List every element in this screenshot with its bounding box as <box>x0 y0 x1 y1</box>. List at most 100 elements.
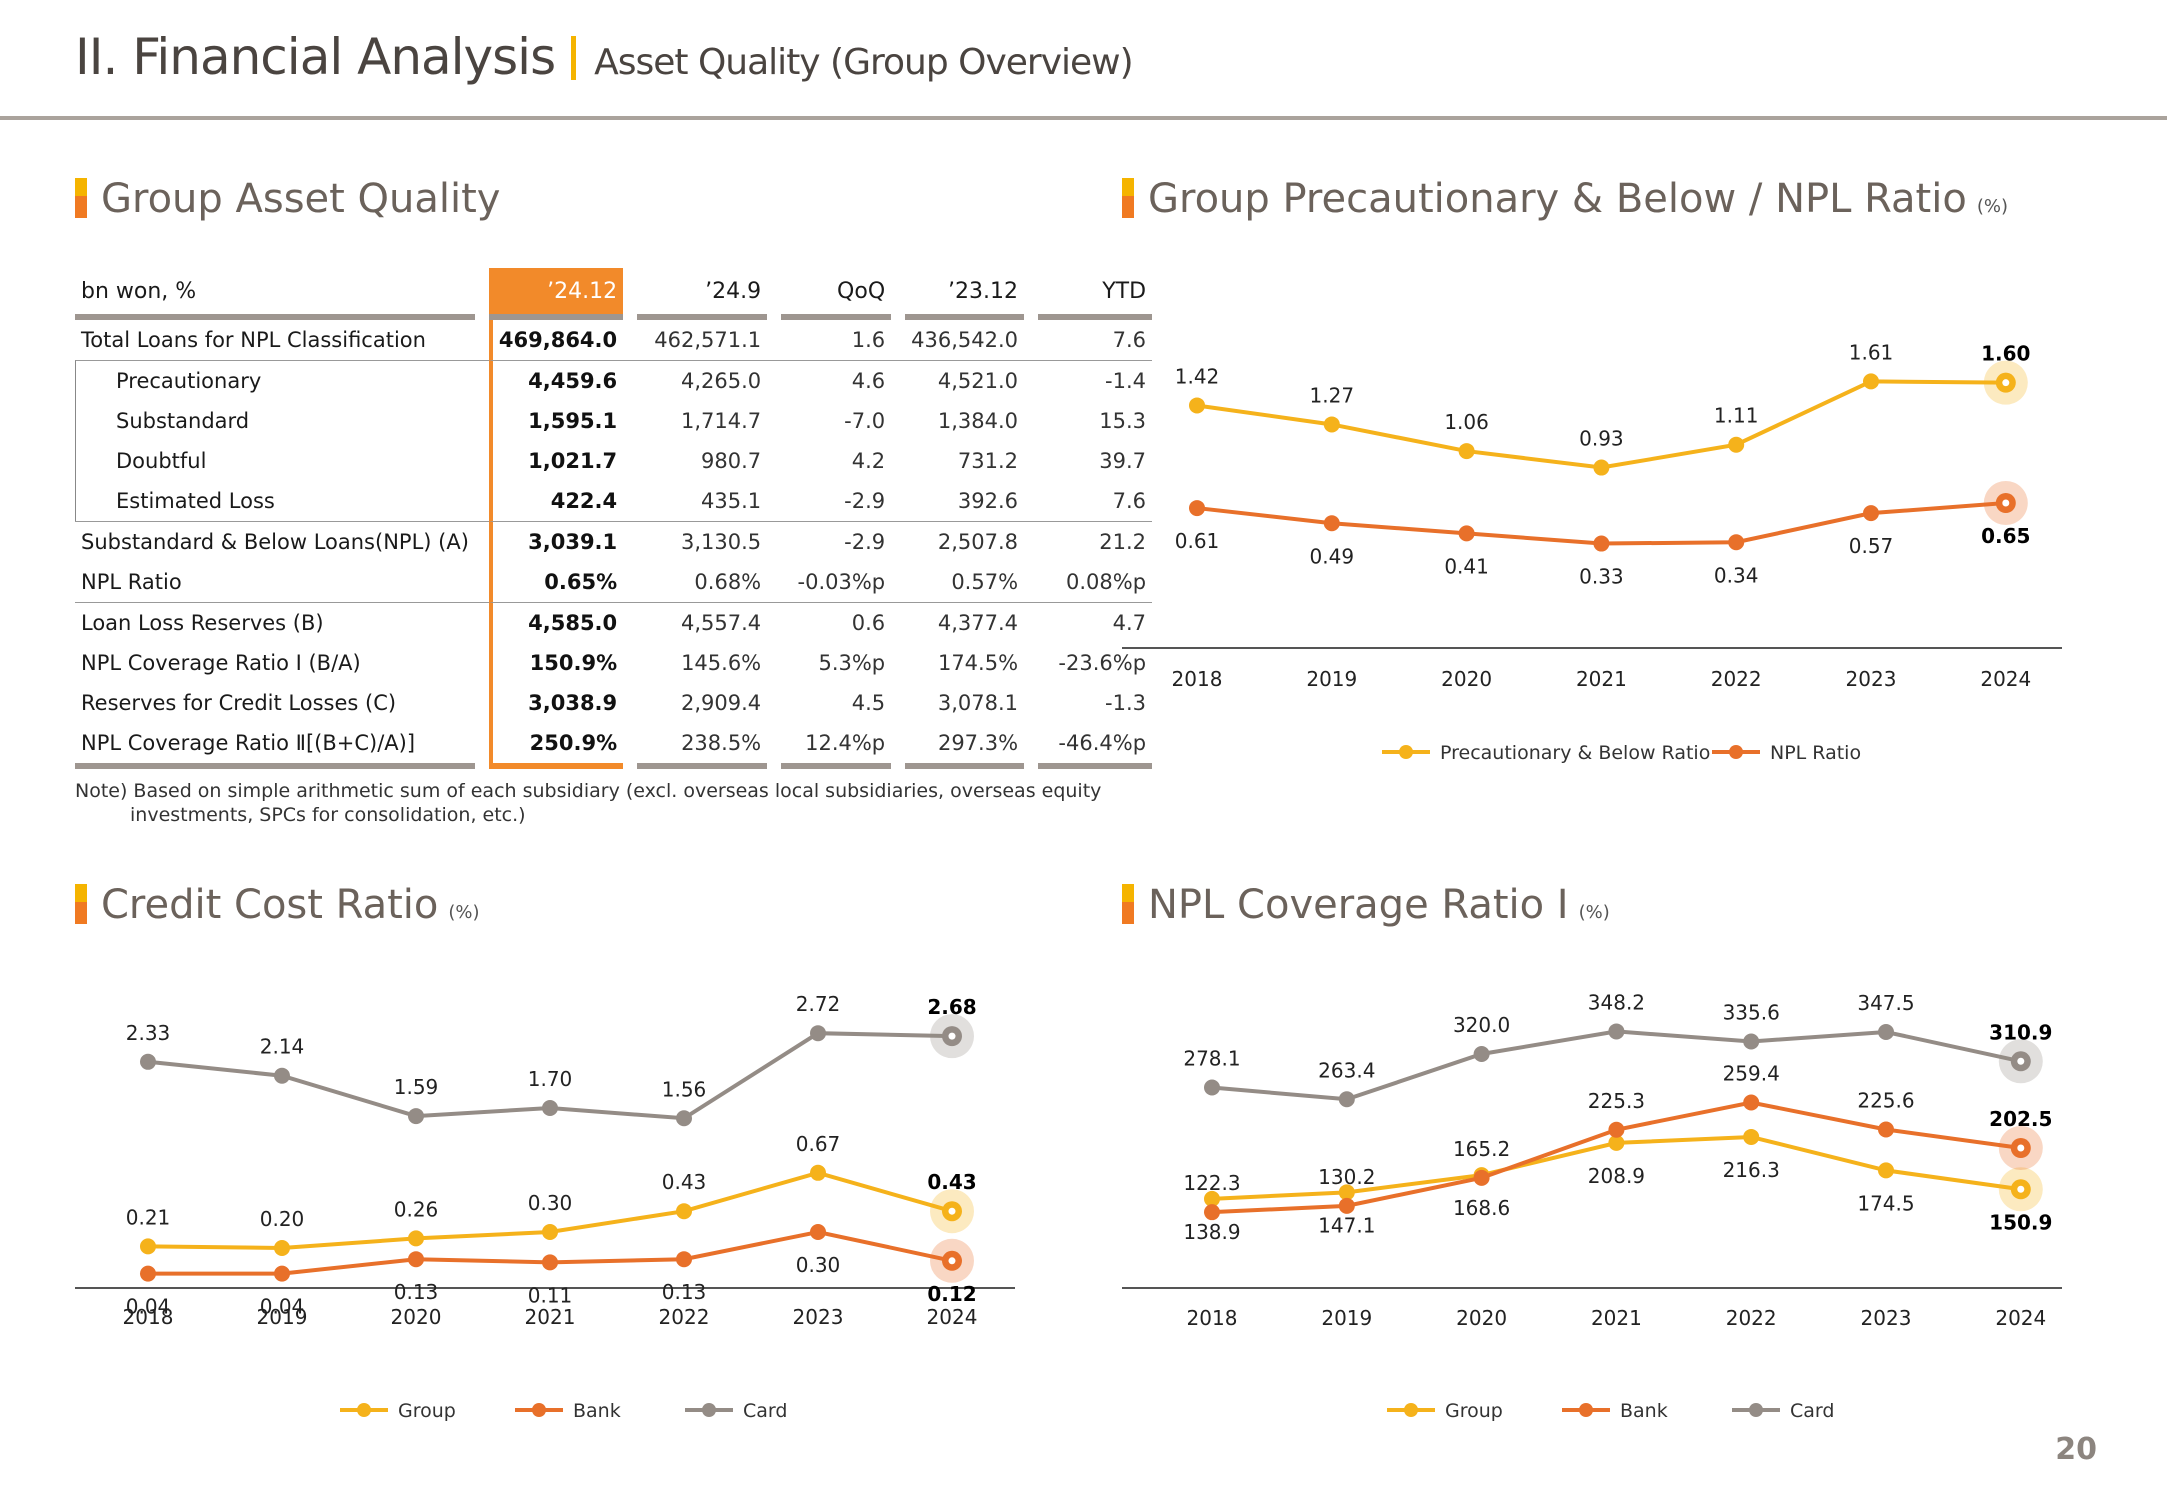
data-point-center <box>948 1257 956 1265</box>
data-point <box>676 1110 692 1127</box>
col-gap <box>891 441 905 481</box>
col-gap <box>1024 602 1039 643</box>
col-gap <box>623 320 637 360</box>
legend-item-card: Card <box>685 1400 787 1422</box>
data-label: 320.0 <box>1453 1013 1510 1037</box>
data-label: 347.5 <box>1857 991 1914 1015</box>
section-title-asset-quality: Group Asset Quality <box>75 176 500 222</box>
x-tick-label: 2021 <box>1576 667 1627 691</box>
col-header-ytd: YTD <box>1038 268 1153 320</box>
col-gap <box>623 521 638 562</box>
x-tick-label: 2023 <box>1846 667 1897 691</box>
col-gap <box>1024 723 1038 769</box>
col-gap <box>475 643 489 683</box>
data-point <box>408 1230 424 1247</box>
data-label: 310.9 <box>1989 1020 2052 1044</box>
data-label: 0.30 <box>796 1253 841 1277</box>
value-prev-year: 1,384.0 <box>937 409 1019 433</box>
value-qoq: 4.6 <box>781 360 892 401</box>
legend-item-group: Precautionary & Below Ratio <box>1382 742 1710 764</box>
data-label: 0.93 <box>1579 427 1624 451</box>
col-gap <box>767 602 782 643</box>
col-gap <box>767 643 781 683</box>
x-tick-label: 2021 <box>525 1305 576 1329</box>
legend-label: Group <box>1445 1400 1503 1422</box>
value-current: 1,595.1 <box>488 401 623 441</box>
data-label: 165.2 <box>1453 1137 1510 1161</box>
data-point <box>408 1108 424 1125</box>
data-label: 0.43 <box>927 1170 976 1194</box>
data-point <box>542 1224 558 1240</box>
col-header-unit: bn won, % <box>75 268 475 320</box>
data-label: 0.49 <box>1310 544 1355 568</box>
value-prev-quarter: 980.7 <box>701 449 762 473</box>
col-gap <box>623 562 637 602</box>
table-header-row: bn won, % ’24.12 ’24.9 QoQ ’23.12 YTD <box>75 268 1153 320</box>
data-label: 0.33 <box>1579 565 1624 589</box>
table-row: NPL Coverage Ratio Ⅱ[(B+C)/A)] 250.9% 238.… <box>75 723 1153 769</box>
data-point <box>542 1100 558 1116</box>
legend-label: Card <box>743 1400 787 1422</box>
data-point <box>542 1254 558 1271</box>
value-qoq: 1.6 <box>851 328 886 352</box>
data-label: 202.5 <box>1989 1107 2052 1131</box>
data-label: 225.3 <box>1588 1089 1645 1113</box>
data-label: 0.04 <box>260 1295 305 1319</box>
value-prev-quarter: 0.68% <box>694 570 762 594</box>
data-label: 1.59 <box>394 1075 439 1099</box>
data-point <box>1728 436 1745 453</box>
x-tick-label: 2023 <box>793 1305 844 1329</box>
legend-label: Precautionary & Below Ratio <box>1440 742 1710 764</box>
x-tick-label: 2019 <box>257 1305 308 1329</box>
data-label: 2.72 <box>796 992 841 1016</box>
data-point <box>1743 1094 1760 1111</box>
col-gap <box>623 401 637 441</box>
data-point <box>1743 1033 1760 1050</box>
value-qoq: 4.2 <box>851 449 886 473</box>
data-point <box>1458 443 1475 460</box>
value-current: 3,038.9 <box>488 683 623 723</box>
col-gap <box>475 481 489 521</box>
x-tick-label: 2018 <box>1172 667 1223 691</box>
data-point <box>1338 1184 1355 1201</box>
table-row: Reserves for Credit Losses (C) 3,038.9 2,9… <box>75 683 1152 723</box>
legend-marker <box>1399 745 1413 759</box>
asset-quality-table: bn won, % ’24.12 ’24.9 QoQ ’23.12 YTD To… <box>75 268 1153 769</box>
data-label: 278.1 <box>1183 1047 1240 1071</box>
chart-credit-cost-ratio: 2018 2019 2020 2021 2022 2023 2024 0.21 0.20 0.26… <box>75 960 1045 1430</box>
x-tick-label: 2022 <box>659 1305 710 1329</box>
data-label: 263.4 <box>1318 1058 1375 1082</box>
data-point <box>140 1053 156 1070</box>
table-row: Total Loans for NPL Classification 469,86… <box>75 320 1152 360</box>
value-qoq: 5.3%p <box>818 651 886 675</box>
value-ytd: 0.08%p <box>1065 570 1147 594</box>
table-row: Substandard 1,595.1 1,714.7 -7.0 1,384.0 15.3 <box>75 401 1152 441</box>
legend-label: Card <box>1790 1400 1834 1422</box>
data-label: 348.2 <box>1588 990 1645 1014</box>
data-point <box>1878 1024 1894 1040</box>
value-qoq: -2.9 <box>844 489 886 513</box>
table-body: Total Loans for NPL Classification 469,86… <box>75 320 1153 769</box>
col-gap <box>1024 268 1038 320</box>
value-qoq: -2.9 <box>781 521 892 562</box>
value-current: 4,585.0 <box>488 602 624 643</box>
col-gap <box>767 320 781 360</box>
col-gap <box>891 562 905 602</box>
row-label: Doubtful <box>75 441 475 481</box>
col-gap <box>475 401 489 441</box>
data-label: 0.43 <box>662 1170 707 1194</box>
legend-item-bank: Bank <box>1562 1400 1668 1422</box>
value-ytd: 4.7 <box>1038 602 1153 643</box>
col-gap <box>623 481 637 521</box>
data-point <box>1728 534 1745 551</box>
value-prev-year: 174.5% <box>937 651 1019 675</box>
data-label: 1.56 <box>662 1077 707 1101</box>
col-gap <box>474 602 489 643</box>
data-label: 2.14 <box>260 1035 305 1059</box>
col-gap <box>891 320 905 360</box>
value-prev-year: 0.57% <box>951 570 1019 594</box>
value-ytd: 39.7 <box>1099 449 1147 473</box>
data-label: 0.65 <box>1981 524 2030 548</box>
value-prev-quarter: 1,714.7 <box>680 409 762 433</box>
x-tick-label: 2022 <box>1726 1306 1777 1330</box>
